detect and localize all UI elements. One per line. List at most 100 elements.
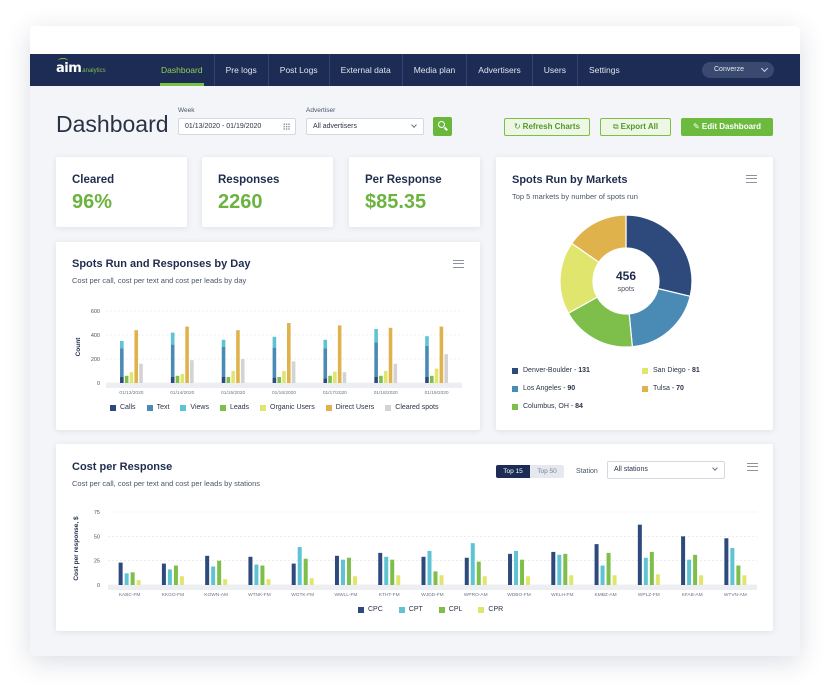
legend-swatch <box>438 606 445 613</box>
bar-cpr <box>439 575 444 585</box>
legend-item-leads: Leads <box>219 404 250 411</box>
legend-label: Organic Users <box>270 404 315 411</box>
nav-advertisers[interactable]: Advertisers <box>467 54 533 86</box>
cost-per-response-card: Cost per Response Cost per call, cost pe… <box>56 444 773 631</box>
legend-swatch <box>325 404 332 411</box>
refresh-charts-button[interactable]: ↻ Refresh Charts <box>504 118 590 136</box>
spots-by-day-chart: 0 200 400 600 Count 01/13/2020 01/14/2020 01/15… <box>75 309 462 396</box>
bar-text <box>221 347 226 377</box>
bar-cpt <box>124 573 129 585</box>
bar-cpl <box>173 565 178 585</box>
bar-leads <box>277 377 281 383</box>
nav-media-plan[interactable]: Media plan <box>403 54 468 86</box>
legend-swatch <box>512 403 518 410</box>
nav-pre-logs[interactable]: Pre logs <box>215 54 269 86</box>
menu-icon[interactable] <box>747 463 758 471</box>
legend-value: 81 <box>691 367 700 374</box>
nav-settings[interactable]: Settings <box>589 65 620 75</box>
bar-cpr <box>699 575 704 585</box>
bar-cleared-spots <box>240 359 245 383</box>
org-select-value: Converze <box>714 66 744 73</box>
kpi-value: 2260 <box>218 191 263 213</box>
bar-calls <box>170 377 175 383</box>
bar-views <box>323 339 328 349</box>
station-select[interactable]: All stations <box>607 461 725 479</box>
export-all-button[interactable]: ⧉ Export All <box>600 118 671 136</box>
bar-cpt <box>211 566 216 585</box>
week-picker[interactable]: 01/13/2020 - 01/19/2020 <box>178 118 296 135</box>
legend-value: 84 <box>575 403 583 410</box>
bar-cpc <box>594 544 599 585</box>
bar-direct-users <box>134 330 139 383</box>
logo-wave-icon <box>58 58 68 63</box>
legend-value: 70 <box>676 385 684 392</box>
legend-item-cpt: CPT <box>398 606 423 613</box>
x-tick-label: 01/18/2020 <box>374 390 398 396</box>
bar-direct-users <box>439 326 444 383</box>
markets-card: Spots Run by Markets Top 5 markets by nu… <box>496 157 773 430</box>
y-tick-label: 50 <box>94 534 100 540</box>
bar-cpr <box>179 576 184 585</box>
bar-cpr <box>136 580 141 585</box>
nav-dashboard[interactable]: Dashboard <box>150 54 215 86</box>
bar-cpr <box>309 578 314 585</box>
legend-item-denver-boulder: Denver-Boulder - 131 <box>512 367 590 374</box>
menu-icon[interactable] <box>746 175 757 183</box>
legend-swatch <box>478 606 485 613</box>
advertiser-select[interactable]: All advertisers <box>306 118 424 135</box>
legend-label: Text <box>156 404 170 411</box>
x-tick-label: KOWN-AM <box>204 592 228 598</box>
nav-external-data[interactable]: External data <box>330 54 403 86</box>
legend-item-calls: Calls <box>110 404 136 411</box>
x-tick-label: 01/13/2020 <box>119 390 143 396</box>
station-label: Station <box>576 468 598 475</box>
legend-item-cpr: CPR <box>478 606 503 613</box>
x-tick-label: WGTK-FM <box>291 592 314 598</box>
search-button[interactable] <box>433 117 452 136</box>
top-tabs: Top 15 Top 50 <box>496 465 564 478</box>
legend-item-direct-users: Direct Users <box>325 404 374 411</box>
legend-label: CPL <box>448 606 463 613</box>
bar-leads <box>429 375 434 383</box>
x-tick-label: WTVN-AM <box>724 592 747 598</box>
y-tick-label: 25 <box>94 559 100 565</box>
bar-calls <box>120 377 124 383</box>
week-label: Week <box>178 107 195 114</box>
legend-item-views: Views <box>180 404 209 411</box>
bar-cleared-spots <box>139 363 143 383</box>
bar-organic-users <box>231 371 235 383</box>
kpi-value: 96% <box>72 191 113 213</box>
legend-swatch <box>358 606 364 613</box>
bar-cpc <box>508 553 513 585</box>
x-tick-label: WWLL-FM <box>335 592 358 598</box>
bar-cpt <box>514 550 519 585</box>
bar-organic-users <box>434 368 439 383</box>
card-title: Spots Run and Responses by Day <box>72 258 251 270</box>
donut-center-label: spots <box>618 286 635 293</box>
station-value: All stations <box>614 466 648 473</box>
tab-top-15[interactable]: Top 15 <box>496 465 530 478</box>
org-select[interactable]: Converze <box>702 62 774 78</box>
menu-icon[interactable] <box>453 260 464 268</box>
legend-item-columbus: Columbus, OH - 84 <box>512 403 583 410</box>
bar-text <box>170 344 175 377</box>
y-tick-label: 0 <box>97 583 100 589</box>
bar-cpl <box>649 551 654 585</box>
slice-tulsa <box>570 214 627 264</box>
nav-post-logs[interactable]: Post Logs <box>269 54 330 86</box>
edit-dashboard-button[interactable]: ✎ Edit Dashboard <box>681 118 773 136</box>
bar-cpt <box>643 557 648 585</box>
bar-cpr <box>612 575 617 585</box>
bar-cpt <box>557 554 562 585</box>
legend-item-cpc: CPC <box>358 606 383 613</box>
nav-users[interactable]: Users <box>533 54 578 86</box>
aim-analytics-logo[interactable]: aim analytics <box>56 58 106 76</box>
legend-label: Leads <box>229 404 250 411</box>
tab-top-50[interactable]: Top 50 <box>530 465 564 478</box>
legend-swatch <box>180 404 187 411</box>
y-axis-label: Cost per response, $ <box>73 516 80 581</box>
legend-item-organic-users: Organic Users <box>260 404 315 411</box>
spots-by-day-card: Spots Run and Responses by Day Cost per … <box>56 242 480 430</box>
advertiser-value: All advertisers <box>313 123 357 130</box>
bar-calls <box>374 377 378 383</box>
